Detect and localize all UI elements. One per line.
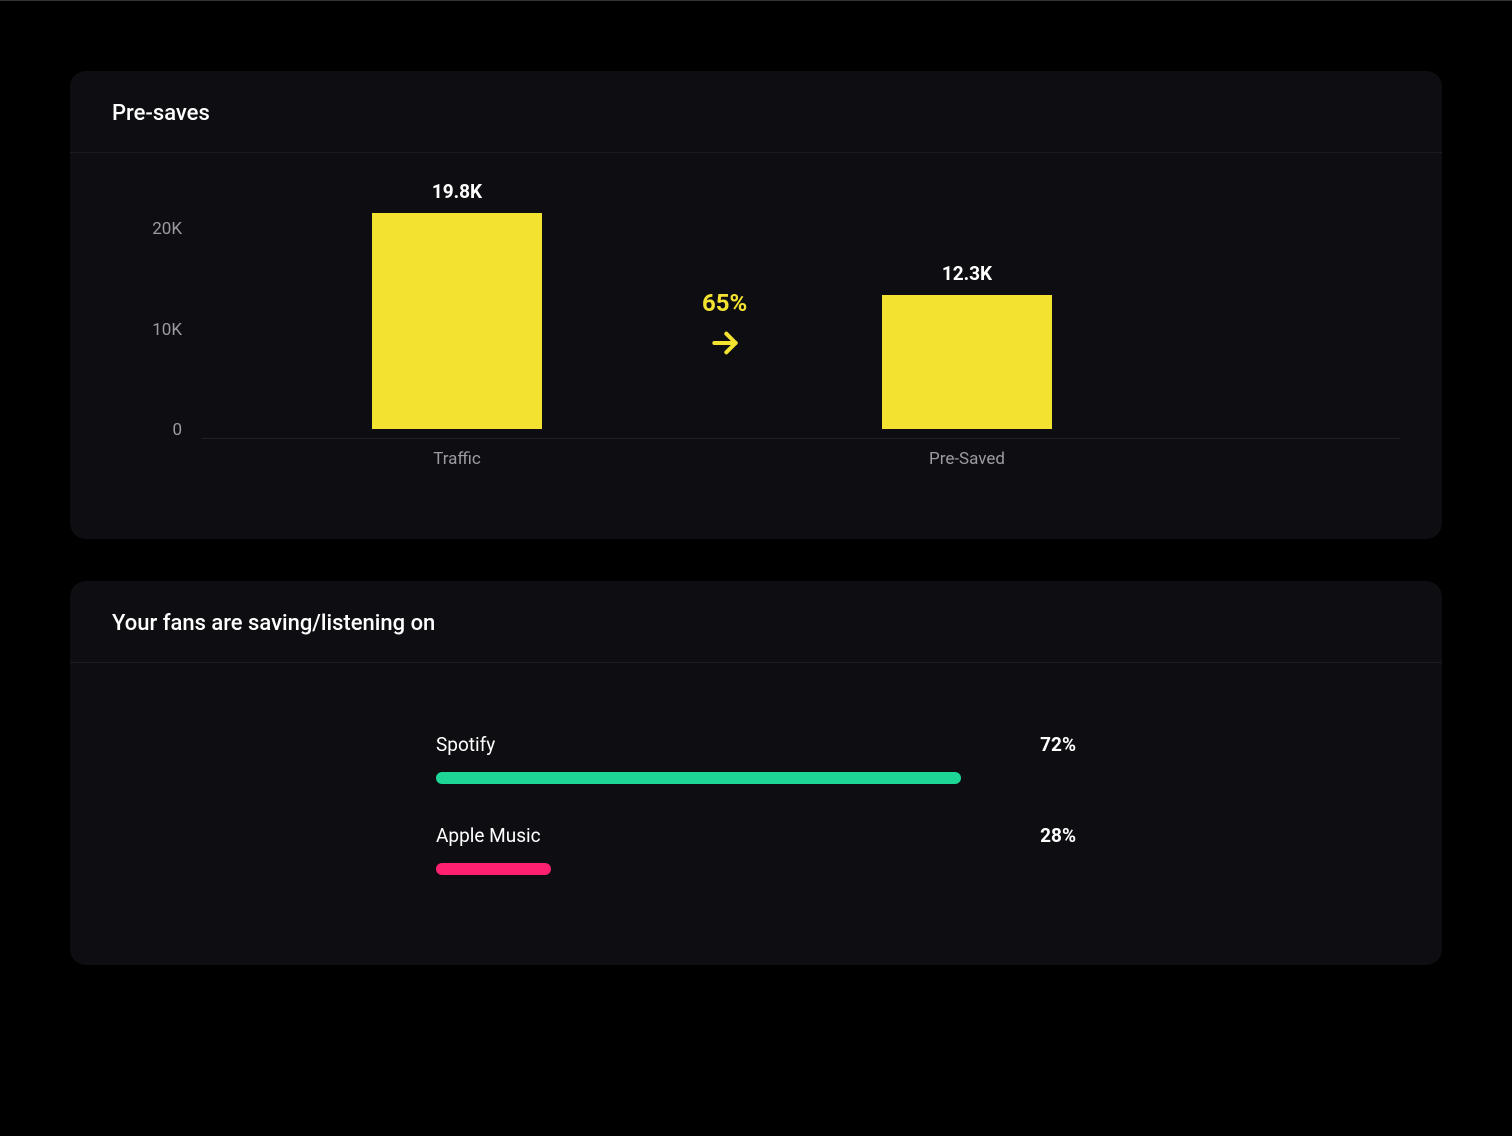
y-tick: 10K: [112, 322, 182, 339]
platform-row: Spotify 72%: [436, 733, 1076, 784]
bar-group: 12.3K Pre-Saved: [882, 262, 1052, 469]
presaves-chart: 20K 10K 0 19.8KTraffic12.3KPre-Saved65%: [112, 189, 1400, 469]
platform-bar-track: [436, 772, 1076, 784]
platform-bar-fill: [436, 772, 961, 784]
bar-value-label: 12.3K: [942, 262, 992, 285]
bar-value-label: 19.8K: [432, 180, 482, 203]
bar-rect: [882, 295, 1052, 429]
y-tick: 0: [112, 422, 182, 439]
platform-name: Spotify: [436, 733, 495, 756]
platforms-card: Your fans are saving/listening on Spotif…: [70, 581, 1442, 965]
platforms-list: Spotify 72% Apple Music 28%: [436, 733, 1076, 875]
platform-bar-track: [436, 863, 1076, 875]
platforms-card-body: Spotify 72% Apple Music 28%: [70, 663, 1442, 965]
platforms-card-header: Your fans are saving/listening on: [70, 581, 1442, 663]
presaves-card: Pre-saves 20K 10K 0 19.8K Traffic 12.3K Pre…: [70, 71, 1442, 539]
platform-row-header: Spotify 72%: [436, 733, 1076, 756]
bar-group: 19.8K Traffic: [372, 180, 542, 469]
presaves-title: Pre-saves: [112, 101, 1400, 126]
arrow-right-icon: [709, 327, 741, 363]
platform-row-header: Apple Music 28%: [436, 824, 1076, 847]
platform-bar-fill: [436, 863, 551, 875]
conversion-percent-label: 65%: [702, 289, 747, 317]
platform-name: Apple Music: [436, 824, 541, 847]
y-tick: 20K: [112, 221, 182, 238]
platform-percent-label: 28%: [1040, 824, 1076, 847]
bar-category-label: Pre-Saved: [929, 449, 1005, 469]
platform-percent-label: 72%: [1040, 733, 1076, 756]
y-axis: 20K 10K 0: [112, 221, 182, 439]
platform-row: Apple Music 28%: [436, 824, 1076, 875]
presaves-card-header: Pre-saves: [70, 71, 1442, 153]
presaves-card-body: 20K 10K 0 19.8K Traffic 12.3K Pre-Saved 65%: [70, 153, 1442, 539]
bar-category-label: Traffic: [433, 449, 481, 469]
bar-rect: [372, 213, 542, 429]
conversion-indicator: 65%: [702, 289, 747, 363]
bars-area: 19.8KTraffic12.3KPre-Saved65%: [202, 189, 1400, 469]
platforms-title: Your fans are saving/listening on: [112, 611, 1400, 636]
